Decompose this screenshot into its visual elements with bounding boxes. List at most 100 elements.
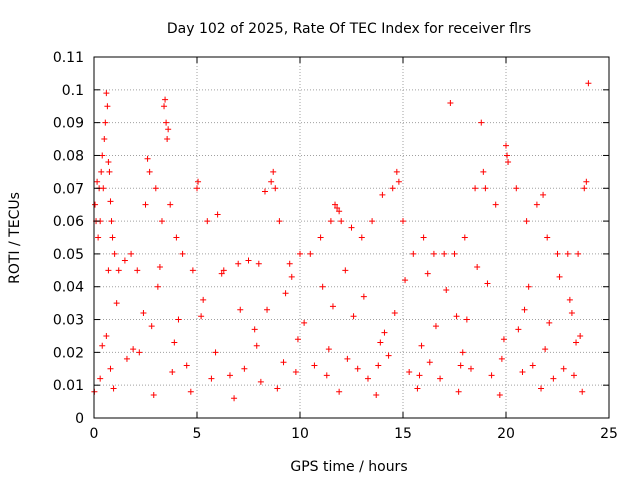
data-point bbox=[420, 234, 427, 241]
data-point bbox=[165, 126, 172, 133]
y-tick-label: 0.08 bbox=[53, 148, 84, 164]
data-point bbox=[148, 323, 155, 330]
data-point bbox=[311, 362, 318, 369]
data-point bbox=[187, 388, 194, 395]
data-point bbox=[521, 306, 528, 313]
data-point bbox=[146, 168, 153, 175]
data-point bbox=[432, 323, 439, 330]
data-point bbox=[492, 201, 499, 208]
data-point bbox=[162, 96, 169, 103]
data-point bbox=[317, 234, 324, 241]
data-point bbox=[364, 375, 371, 382]
data-point bbox=[294, 336, 301, 343]
data-point bbox=[377, 339, 384, 346]
data-point bbox=[504, 152, 511, 159]
data-point bbox=[583, 178, 590, 185]
data-point bbox=[171, 339, 178, 346]
data-point bbox=[338, 218, 345, 225]
data-point bbox=[272, 185, 279, 192]
data-point bbox=[103, 332, 110, 339]
data-point bbox=[268, 178, 275, 185]
data-point bbox=[391, 309, 398, 316]
data-point bbox=[418, 342, 425, 349]
data-point bbox=[110, 385, 117, 392]
data-point bbox=[443, 287, 450, 294]
data-point bbox=[358, 234, 365, 241]
y-tick-label: 0.05 bbox=[53, 247, 84, 263]
data-point bbox=[231, 395, 238, 402]
data-point bbox=[342, 267, 349, 274]
y-tick-label: 0.02 bbox=[53, 345, 84, 361]
data-point bbox=[500, 336, 507, 343]
data-point bbox=[241, 365, 248, 372]
data-point bbox=[406, 369, 413, 376]
data-point bbox=[99, 342, 106, 349]
data-point bbox=[581, 185, 588, 192]
x-tick-label: 5 bbox=[193, 426, 202, 442]
data-point bbox=[142, 201, 149, 208]
data-point bbox=[106, 168, 113, 175]
data-point bbox=[402, 277, 409, 284]
data-point bbox=[104, 103, 111, 110]
data-point bbox=[282, 290, 289, 297]
data-point bbox=[107, 198, 114, 205]
data-point bbox=[264, 306, 271, 313]
data-point bbox=[556, 273, 563, 280]
data-point bbox=[430, 250, 437, 257]
data-point bbox=[441, 250, 448, 257]
data-point bbox=[455, 388, 462, 395]
x-tick-label: 20 bbox=[497, 426, 515, 442]
data-point bbox=[251, 326, 258, 333]
data-point bbox=[575, 250, 582, 257]
data-point bbox=[484, 280, 491, 287]
data-point bbox=[389, 185, 396, 192]
data-point bbox=[274, 385, 281, 392]
data-point bbox=[336, 208, 343, 215]
data-point bbox=[525, 283, 532, 290]
data-point bbox=[113, 300, 120, 307]
data-point bbox=[108, 218, 115, 225]
data-point bbox=[270, 168, 277, 175]
data-point bbox=[123, 355, 130, 362]
data-point bbox=[237, 306, 244, 313]
data-point bbox=[105, 159, 112, 166]
data-point bbox=[261, 188, 268, 195]
data-point bbox=[325, 346, 332, 353]
data-point bbox=[426, 359, 433, 366]
data-point bbox=[323, 372, 330, 379]
data-point bbox=[319, 283, 326, 290]
grid-lines bbox=[94, 57, 609, 418]
data-point bbox=[369, 218, 376, 225]
y-tick-label: 0.09 bbox=[53, 116, 84, 132]
data-point bbox=[329, 303, 336, 310]
data-point bbox=[459, 349, 466, 356]
data-point bbox=[332, 201, 339, 208]
data-point bbox=[109, 234, 116, 241]
data-point bbox=[226, 372, 233, 379]
data-point bbox=[173, 234, 180, 241]
data-point bbox=[453, 313, 460, 320]
data-point bbox=[218, 270, 225, 277]
data-point bbox=[175, 316, 182, 323]
data-point bbox=[154, 283, 161, 290]
data-point bbox=[585, 80, 592, 87]
data-point bbox=[503, 142, 509, 149]
data-point bbox=[111, 250, 118, 257]
data-point bbox=[467, 365, 474, 372]
data-point bbox=[107, 365, 114, 372]
data-point bbox=[204, 218, 211, 225]
data-point bbox=[538, 385, 545, 392]
data-point bbox=[98, 168, 105, 175]
data-point bbox=[276, 218, 283, 225]
data-point bbox=[189, 267, 196, 274]
data-point bbox=[156, 264, 163, 271]
data-point bbox=[164, 136, 171, 143]
data-point bbox=[257, 378, 264, 385]
data-point bbox=[416, 372, 423, 379]
x-tick-label: 15 bbox=[394, 426, 412, 442]
data-point bbox=[195, 178, 202, 185]
y-tick-label: 0 bbox=[75, 411, 84, 427]
data-point bbox=[519, 369, 526, 376]
data-point bbox=[336, 388, 343, 395]
y-tick-label: 0.01 bbox=[53, 378, 84, 394]
